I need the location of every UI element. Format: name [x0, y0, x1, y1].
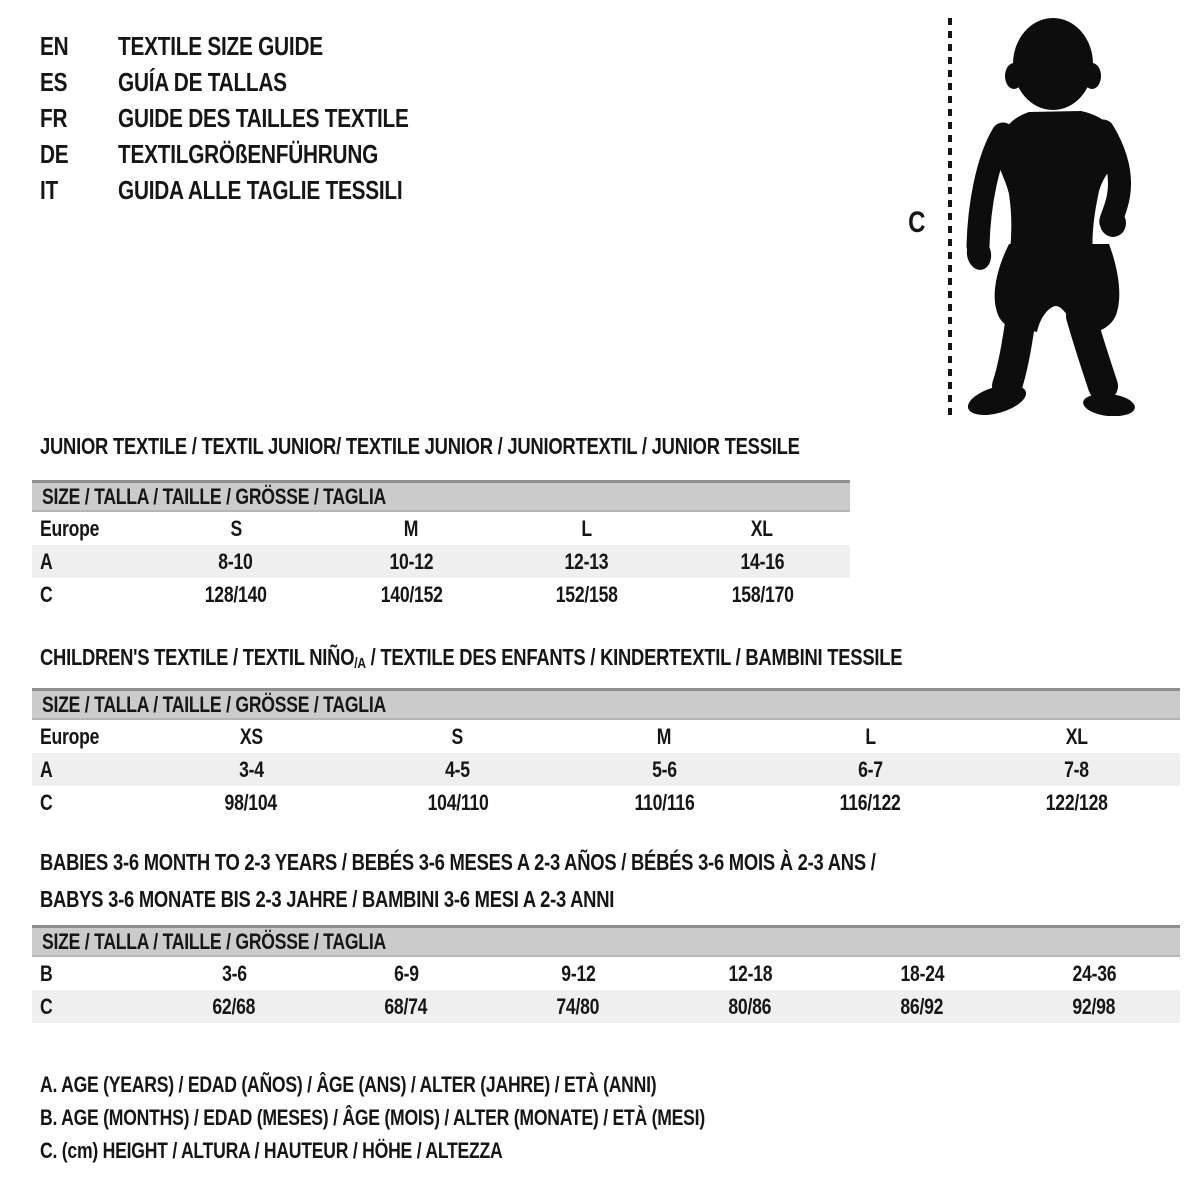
language-title: GUIDA ALLE TAGLIE TESSILI — [118, 174, 403, 205]
language-code: FR — [40, 102, 68, 133]
row-label: C — [40, 993, 53, 1019]
size-cell: L — [865, 723, 876, 749]
size-cell: 5-6 — [651, 756, 677, 782]
size-cell: XL — [751, 515, 774, 541]
size-cell: 110/116 — [634, 789, 695, 815]
size-cell: 24-36 — [1072, 960, 1116, 986]
size-cell: 9-12 — [560, 960, 596, 986]
table-row-age-months: B 3-6 6-9 9-12 12-18 18-24 24-36 — [32, 957, 1180, 990]
table-row-height: C 62/68 68/74 74/80 80/86 86/92 92/98 — [32, 990, 1180, 1023]
size-cell: 158/170 — [731, 581, 794, 607]
language-code: DE — [40, 138, 69, 169]
babies-size-table: SIZE / TALLA / TAILLE / GRÖSSE / TAGLIA … — [32, 925, 1180, 1023]
size-cell: S — [451, 723, 464, 749]
size-header-bar: SIZE / TALLA / TAILLE / GRÖSSE / TAGLIA — [32, 480, 850, 512]
size-cell: 10-12 — [389, 548, 434, 574]
junior-size-table: SIZE / TALLA / TAILLE / GRÖSSE / TAGLIA … — [32, 480, 850, 611]
size-cell: 62/68 — [212, 993, 256, 1019]
table-row-age: A 8-10 10-12 12-13 14-16 — [32, 545, 850, 578]
language-row: ES GUÍA DE TALLAS — [40, 64, 481, 100]
language-title-list: EN TEXTILE SIZE GUIDE ES GUÍA DE TALLAS … — [40, 28, 481, 208]
legend-line-c: C. (cm) HEIGHT / ALTURA / HAUTEUR / HÖHE… — [40, 1138, 503, 1163]
size-cell: 8-10 — [218, 548, 254, 574]
row-label: C — [40, 789, 53, 815]
size-cell: 122/128 — [1045, 789, 1108, 815]
size-cell: 116/122 — [839, 789, 901, 815]
nino-a-subscript: /A — [354, 655, 366, 672]
size-cell: 74/80 — [556, 993, 600, 1019]
size-cell: 7-8 — [1064, 756, 1090, 782]
size-cell: 128/140 — [204, 581, 267, 607]
row-label: C — [40, 581, 53, 607]
size-cell: 12-13 — [564, 548, 609, 574]
size-header-bar: SIZE / TALLA / TAILLE / GRÖSSE / TAGLIA — [32, 925, 1180, 957]
language-row: FR GUIDE DES TAILLES TEXTILE — [40, 100, 481, 136]
row-label: Europe — [40, 515, 100, 541]
size-cell: XL — [1065, 723, 1088, 749]
row-label: A — [40, 548, 53, 574]
children-table-title: CHILDREN'S TEXTILE / TEXTIL NIÑO/A / TEX… — [40, 644, 903, 672]
size-cell: 98/104 — [225, 789, 278, 815]
size-cell: 6-7 — [858, 756, 883, 782]
size-cell: 18-24 — [900, 960, 944, 986]
row-label: B — [40, 960, 53, 986]
measure-legend: A. AGE (YEARS) / EDAD (AÑOS) / ÂGE (ANS)… — [40, 1068, 871, 1167]
height-measure-dashed-line — [948, 18, 952, 416]
language-row: EN TEXTILE SIZE GUIDE — [40, 28, 481, 64]
language-title: TEXTILGRÖßENFÜHRUNG — [118, 138, 379, 169]
row-label: Europe — [40, 723, 100, 749]
language-row: DE TEXTILGRÖßENFÜHRUNG — [40, 136, 481, 172]
language-title: GUIDE DES TAILLES TEXTILE — [118, 102, 409, 133]
height-measure-label: C — [908, 206, 926, 239]
size-cell: 14-16 — [740, 548, 785, 574]
size-cell: 4-5 — [445, 756, 470, 782]
table-row-height: C 98/104 104/110 110/116 116/122 122/128 — [32, 786, 1180, 819]
babies-table-title: BABIES 3-6 MONTH TO 2-3 YEARS / BEBÉS 3-… — [40, 849, 876, 912]
size-cell: 140/152 — [380, 581, 443, 607]
table-row-europe: Europe XS S M L XL — [32, 720, 1180, 753]
size-cell: 6-9 — [393, 960, 419, 986]
size-cell: L — [581, 515, 592, 541]
junior-table-title: JUNIOR TEXTILE / TEXTIL JUNIOR/ TEXTILE … — [40, 433, 800, 459]
table-row-height: C 128/140 140/152 152/158 158/170 — [32, 578, 850, 611]
size-cell: 104/110 — [427, 789, 489, 815]
size-cell: 86/92 — [900, 993, 944, 1019]
size-cell: 12-18 — [728, 960, 772, 986]
language-row: IT GUIDA ALLE TAGLIE TESSILI — [40, 172, 481, 208]
legend-line-a: A. AGE (YEARS) / EDAD (AÑOS) / ÂGE (ANS)… — [40, 1072, 657, 1097]
size-cell: 68/74 — [384, 993, 428, 1019]
size-cell: XS — [239, 723, 263, 749]
size-cell: 92/98 — [1072, 993, 1116, 1019]
size-cell: M — [656, 723, 672, 749]
size-cell: S — [230, 515, 242, 541]
legend-line-b: B. AGE (MONTHS) / EDAD (MESES) / ÂGE (MO… — [40, 1105, 705, 1130]
size-cell: 3-4 — [238, 756, 264, 782]
toddler-silhouette-icon — [966, 18, 1135, 416]
size-cell: 152/158 — [555, 581, 618, 607]
size-header-bar: SIZE / TALLA / TAILLE / GRÖSSE / TAGLIA — [32, 688, 1180, 720]
table-row-age: A 3-4 4-5 5-6 6-7 7-8 — [32, 753, 1180, 786]
children-size-table: SIZE / TALLA / TAILLE / GRÖSSE / TAGLIA … — [32, 688, 1180, 819]
size-cell: 3-6 — [221, 960, 247, 986]
language-title: TEXTILE SIZE GUIDE — [118, 30, 323, 61]
size-cell: M — [404, 515, 419, 541]
size-cell: 80/86 — [728, 993, 772, 1019]
language-code: EN — [40, 30, 69, 61]
language-title: GUÍA DE TALLAS — [118, 66, 287, 97]
language-code: IT — [40, 174, 59, 205]
language-code: ES — [40, 66, 68, 97]
table-row-europe: Europe S M L XL — [32, 512, 850, 545]
row-label: A — [40, 756, 53, 782]
